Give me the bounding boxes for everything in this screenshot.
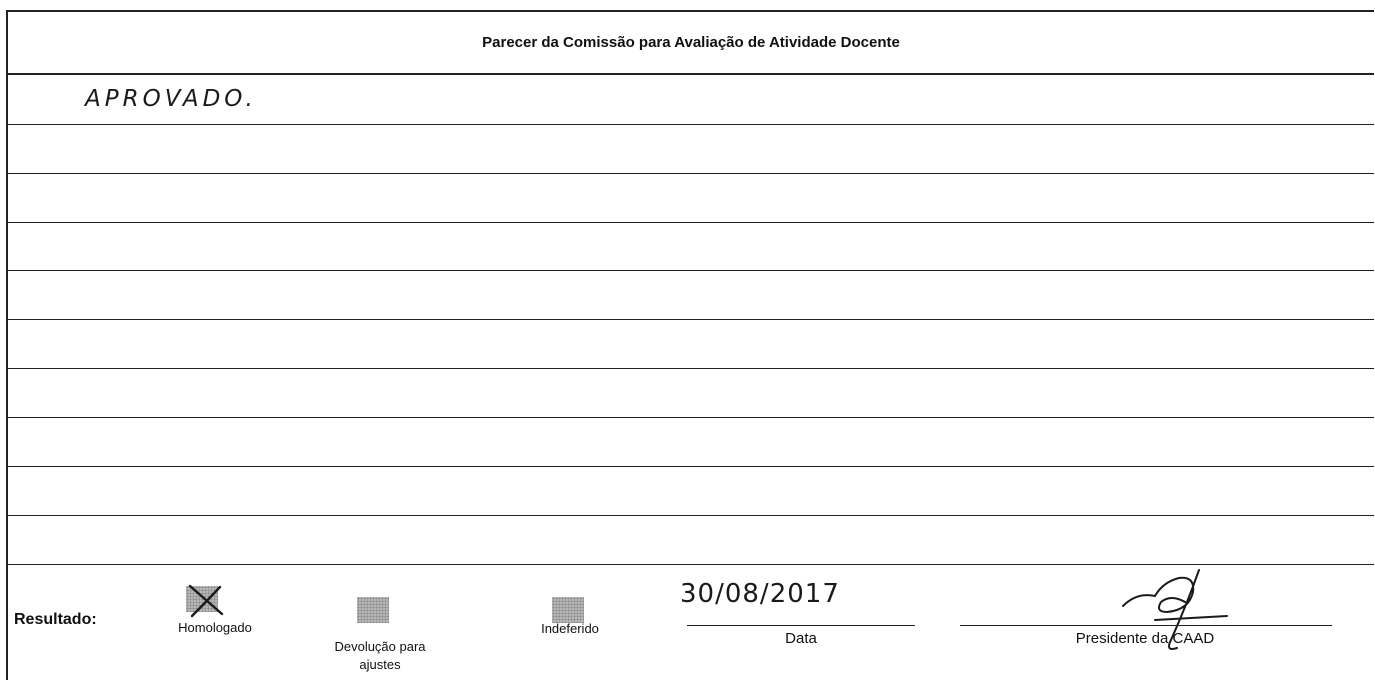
- handwritten-date: 30/08/2017: [680, 579, 840, 609]
- option-indeferido: Indeferido: [541, 621, 599, 636]
- result-label: Resultado:: [14, 611, 97, 628]
- form-rule: [8, 466, 1374, 467]
- date-line: [687, 625, 915, 626]
- form-rule: [8, 173, 1374, 174]
- form-rule: [8, 564, 1374, 565]
- signature-line: [960, 625, 1332, 626]
- signature-mark: [1122, 569, 1228, 650]
- indeferido-checkbox[interactable]: [552, 597, 584, 623]
- form-rule: [8, 124, 1374, 125]
- opinion-form: Parecer da Comissão para Avaliação de At…: [6, 10, 1374, 680]
- x-check-icon: [188, 584, 224, 618]
- form-rule: [8, 515, 1374, 516]
- date-label: Data: [785, 630, 817, 647]
- devolucao-checkbox[interactable]: [357, 597, 389, 623]
- form-rule: [8, 270, 1374, 271]
- form-title: Parecer da Comissão para Avaliação de At…: [8, 12, 1374, 75]
- option-homologado: Homologado: [178, 620, 252, 635]
- form-rule: [8, 417, 1374, 418]
- form-rule: [8, 368, 1374, 369]
- form-rule: [8, 319, 1374, 320]
- handwritten-opinion: APROVADO.: [85, 86, 257, 112]
- form-rule: [8, 222, 1374, 223]
- signature-label: Presidente da CAAD: [1075, 630, 1215, 647]
- homologado-checkbox[interactable]: [186, 586, 218, 612]
- option-devolucao: Devolução para ajustes: [334, 639, 426, 672]
